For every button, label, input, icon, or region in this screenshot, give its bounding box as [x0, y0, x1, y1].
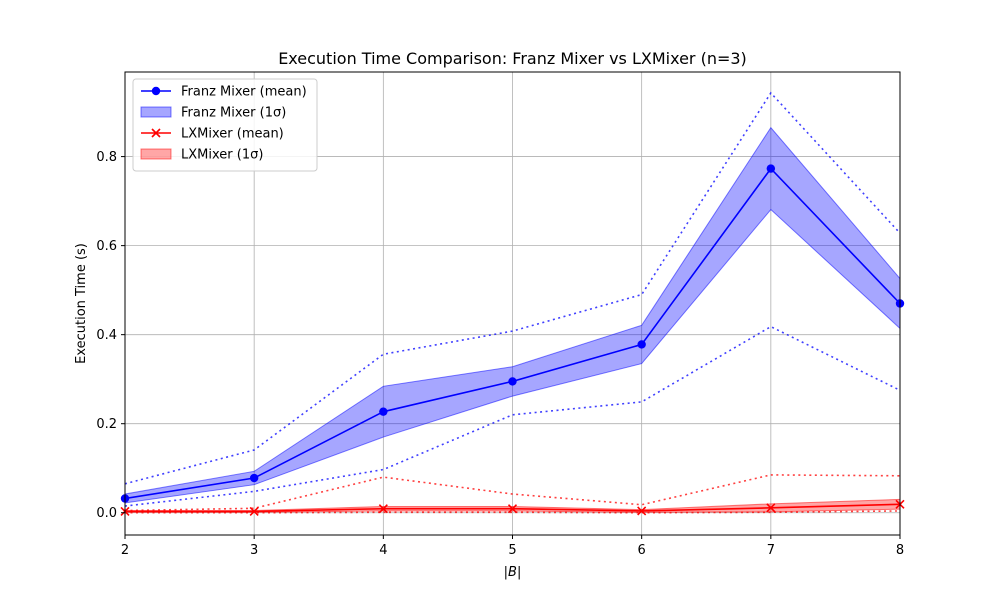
data-points — [120, 164, 905, 516]
x-axis-title: |B| — [504, 565, 522, 580]
y-axis-title: Execution Time (s) — [74, 243, 89, 364]
lxmixer-mean-point — [637, 506, 647, 516]
x-tick-label: 4 — [379, 543, 387, 558]
y-tick-label: 0.4 — [96, 328, 117, 343]
franz-mixer-mean-point — [637, 340, 646, 349]
x-tick-label: 3 — [250, 543, 258, 558]
legend-swatch-franz-mixer-1 — [140, 106, 172, 118]
franz-mixer-mean-point — [766, 164, 776, 173]
range-lines — [124, 91, 901, 514]
franz-mixer-range-max-line — [124, 91, 901, 485]
x-tick-label: 2 — [121, 543, 129, 558]
y-tick-label: 0.2 — [96, 417, 117, 432]
lxmixer-mean-point — [507, 504, 518, 514]
x-tick-label: 8 — [896, 543, 904, 558]
y-tick-label: 0.8 — [96, 150, 117, 165]
lxmixer-mean-point — [766, 503, 776, 513]
franz-mixer-mean-point — [249, 473, 259, 483]
x-tick-label: 7 — [767, 543, 775, 558]
legend-swatch-lxmixer-1 — [140, 148, 172, 160]
franz-mixer-mean-point — [379, 407, 388, 416]
legend-label-lxmixer-1: LXMixer (1σ) — [181, 148, 263, 163]
legend-box — [132, 78, 318, 172]
axis-ticks: 2 3 4 5 6 7 8 0.0 0.2 0.4 0.6 0.8 — [96, 150, 904, 558]
legend-label-lxmixer-mean: LXMixer (mean) — [181, 127, 284, 142]
legend-marker-franz-mixer-mean — [151, 86, 161, 96]
lxmixer-mean-point — [378, 504, 388, 514]
legend: Franz Mixer (mean) Franz Mixer (1σ) LXMixe… — [132, 78, 318, 172]
chart-title: Execution Time Comparison: Franz Mixer v… — [278, 49, 747, 68]
lxmixer-range-max-line — [124, 474, 901, 512]
x-tick-label: 6 — [638, 543, 646, 558]
y-tick-label: 0.0 — [96, 506, 117, 521]
lxmixer-mean-point — [249, 506, 259, 516]
franz-mixer-mean-point — [508, 377, 517, 386]
y-tick-label: 0.6 — [96, 239, 117, 254]
legend-label-franz-mixer-1: Franz Mixer (1σ) — [181, 106, 286, 121]
legend-marker-lxmixer-mean — [151, 128, 161, 138]
x-tick-label: 5 — [508, 543, 516, 558]
legend-label-franz-mixer-mean: Franz Mixer (mean) — [181, 85, 307, 100]
